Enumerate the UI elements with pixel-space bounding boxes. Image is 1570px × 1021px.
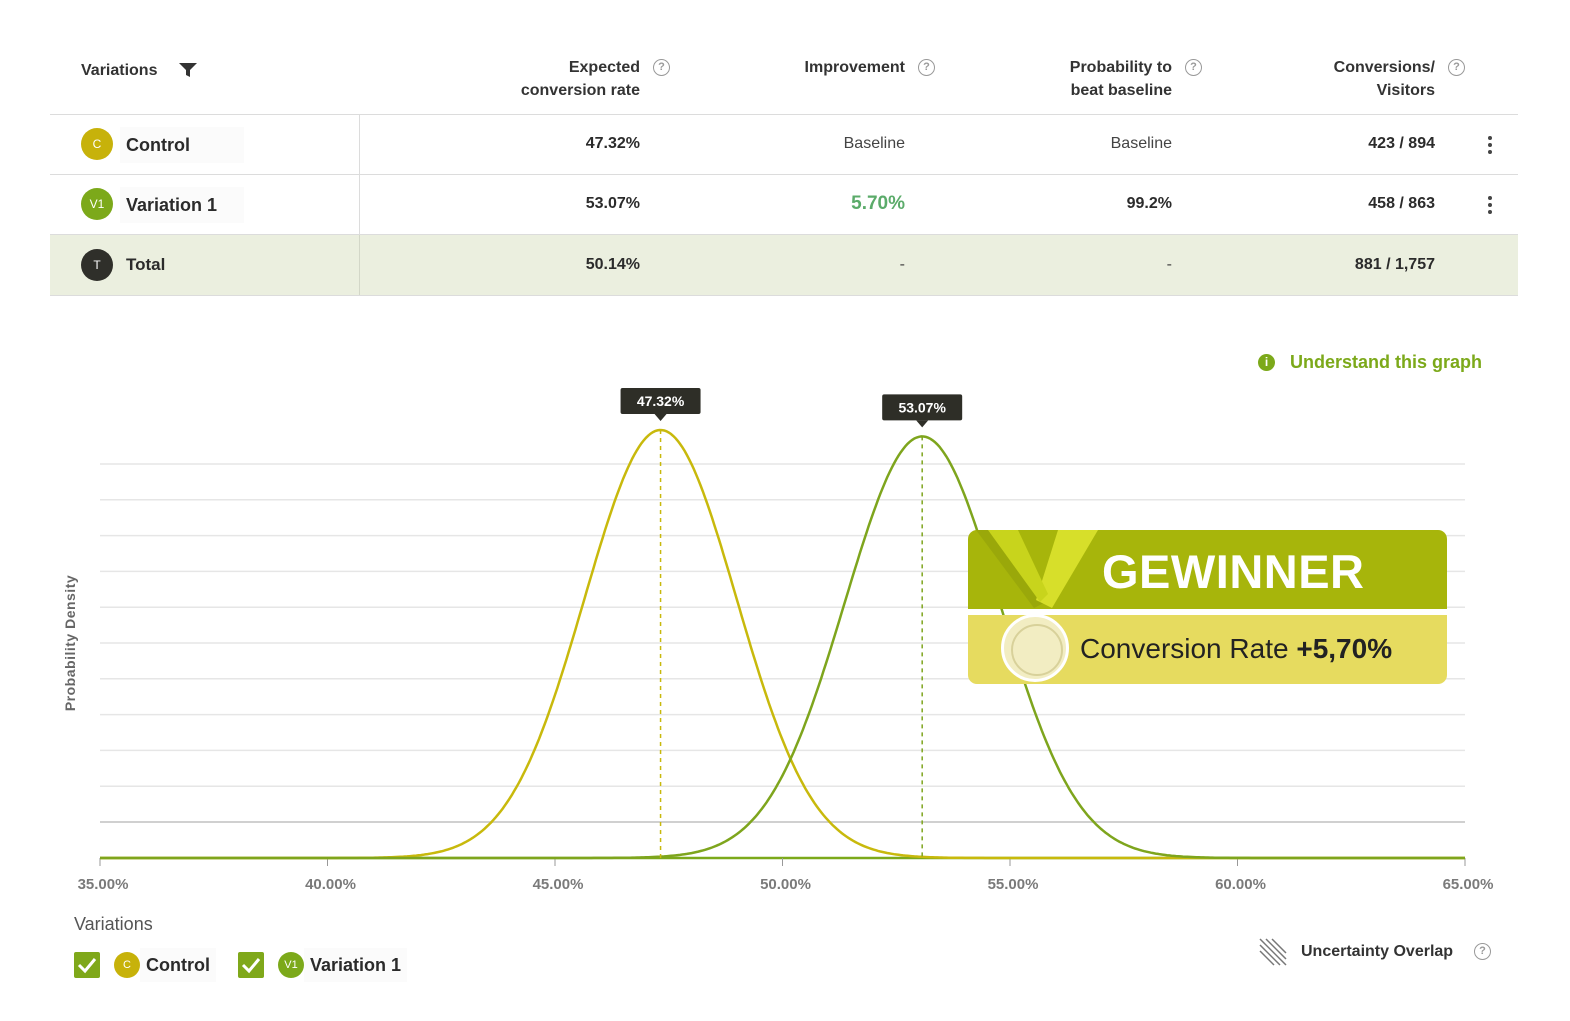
probability-header-line2: beat baseline: [1070, 82, 1172, 99]
peak-label-box: [620, 388, 701, 414]
info-icon: i: [1258, 354, 1275, 371]
table-row-variation-1[interactable]: V1 Variation 1 53.07% 5.70% 99.2% 458 / …: [50, 175, 1518, 234]
conversions-cell: 458 / 863: [1368, 195, 1435, 212]
conversions-help-icon[interactable]: ?: [1448, 59, 1465, 76]
conversions-header-line2: Visitors: [1376, 82, 1435, 99]
legend-title: Variations: [74, 914, 153, 934]
probability-header: Probability to beat baseline: [1020, 56, 1172, 102]
peak-label-pointer: [916, 420, 929, 428]
conversions-cell: 881 / 1,757: [1354, 256, 1435, 273]
chart-peak-markers: 47.32% 53.07%: [620, 388, 963, 858]
conversions-header: Conversions/ Visitors: [1290, 56, 1435, 102]
improvement-cell: Baseline: [843, 135, 905, 152]
table-row-total: T Total 50.14% - - 881 / 1,757: [50, 235, 1518, 295]
legend-label: Variation 1: [304, 948, 408, 982]
checkbox-checked-icon[interactable]: [74, 952, 100, 978]
variation-1-badge: V1: [278, 952, 304, 978]
conversions-header-line1: Conversions/: [1333, 59, 1435, 76]
x-tick-label: 65.00%: [1442, 876, 1494, 893]
row-menu-icon[interactable]: [1488, 196, 1492, 217]
chart-curves: [100, 428, 1465, 860]
variations-header: Variations: [81, 62, 158, 79]
expected-rate-cell: 50.14%: [585, 256, 640, 273]
x-tick-label: 40.00%: [305, 876, 356, 893]
hatch-icon: [1259, 938, 1287, 966]
probability-header-line1: Probability to: [1069, 59, 1172, 76]
row-name: Total: [126, 255, 166, 274]
density-curve-variation-1: [100, 435, 1465, 860]
probability-help-icon[interactable]: ?: [1185, 59, 1202, 76]
winner-metric-label: Conversion Rate: [1080, 633, 1289, 664]
legend-item-variation-1[interactable]: V1 Variation 1: [238, 948, 410, 982]
control-badge: C: [114, 952, 140, 978]
expected-help-icon[interactable]: ?: [653, 59, 670, 76]
table-row-control[interactable]: C Control 47.32% Baseline Baseline 423 /…: [50, 115, 1518, 174]
peak-label: 47.32%: [637, 393, 685, 409]
row-menu-icon[interactable]: [1488, 136, 1492, 157]
winner-banner: GEWINNER Conversion Rate +5,70%: [968, 530, 1447, 684]
improvement-header: Improvement: [804, 59, 905, 76]
improvement-cell: 5.70%: [851, 193, 905, 214]
understand-graph-text: Understand this graph: [1290, 352, 1483, 372]
filter-icon[interactable]: [178, 62, 198, 83]
uncertainty-overlap-label: Uncertainty Overlap: [1301, 943, 1454, 960]
x-tick-label: 45.00%: [532, 876, 584, 893]
overlap-help-icon[interactable]: ?: [1474, 943, 1491, 960]
legend-item-control[interactable]: C Control: [74, 948, 219, 982]
peak-label-pointer: [654, 414, 667, 421]
probability-cell: 99.2%: [1126, 195, 1172, 212]
expected-rate-cell: 47.32%: [585, 135, 640, 152]
expected-rate-header: Expected conversion rate: [490, 56, 640, 102]
improvement-cell: -: [899, 256, 905, 273]
variation-1-badge: V1: [81, 188, 113, 220]
checkbox-checked-icon[interactable]: [238, 952, 264, 978]
expected-header-line2: conversion rate: [520, 82, 640, 99]
medal-icon: [1001, 614, 1069, 682]
control-badge: C: [81, 128, 113, 160]
peak-label-box: [882, 394, 963, 421]
probability-cell: -: [1166, 256, 1172, 273]
ribbon-icon: [976, 530, 1098, 608]
peak-label: 53.07%: [898, 399, 946, 415]
legend-label: Control: [140, 948, 216, 982]
winner-metric: Conversion Rate +5,70%: [1080, 633, 1392, 665]
expected-header-line1: Expected: [568, 59, 640, 76]
x-tick-label: 60.00%: [1215, 876, 1266, 893]
x-tick-label: 50.00%: [760, 876, 811, 893]
x-tick-label: 55.00%: [987, 876, 1039, 893]
winner-metric-value: +5,70%: [1296, 633, 1393, 664]
probability-cell: Baseline: [1110, 135, 1172, 152]
total-badge: T: [81, 249, 113, 281]
x-tick-label: 35.00%: [77, 876, 129, 893]
uncertainty-overlap-legend: Uncertainty Overlap ?: [1258, 937, 1493, 969]
row-name: Control: [120, 127, 244, 163]
expected-rate-cell: 53.07%: [585, 195, 640, 212]
conversions-cell: 423 / 894: [1368, 135, 1435, 152]
winner-title: GEWINNER: [1102, 545, 1365, 598]
row-name: Variation 1: [120, 187, 244, 223]
improvement-help-icon[interactable]: ?: [918, 59, 935, 76]
